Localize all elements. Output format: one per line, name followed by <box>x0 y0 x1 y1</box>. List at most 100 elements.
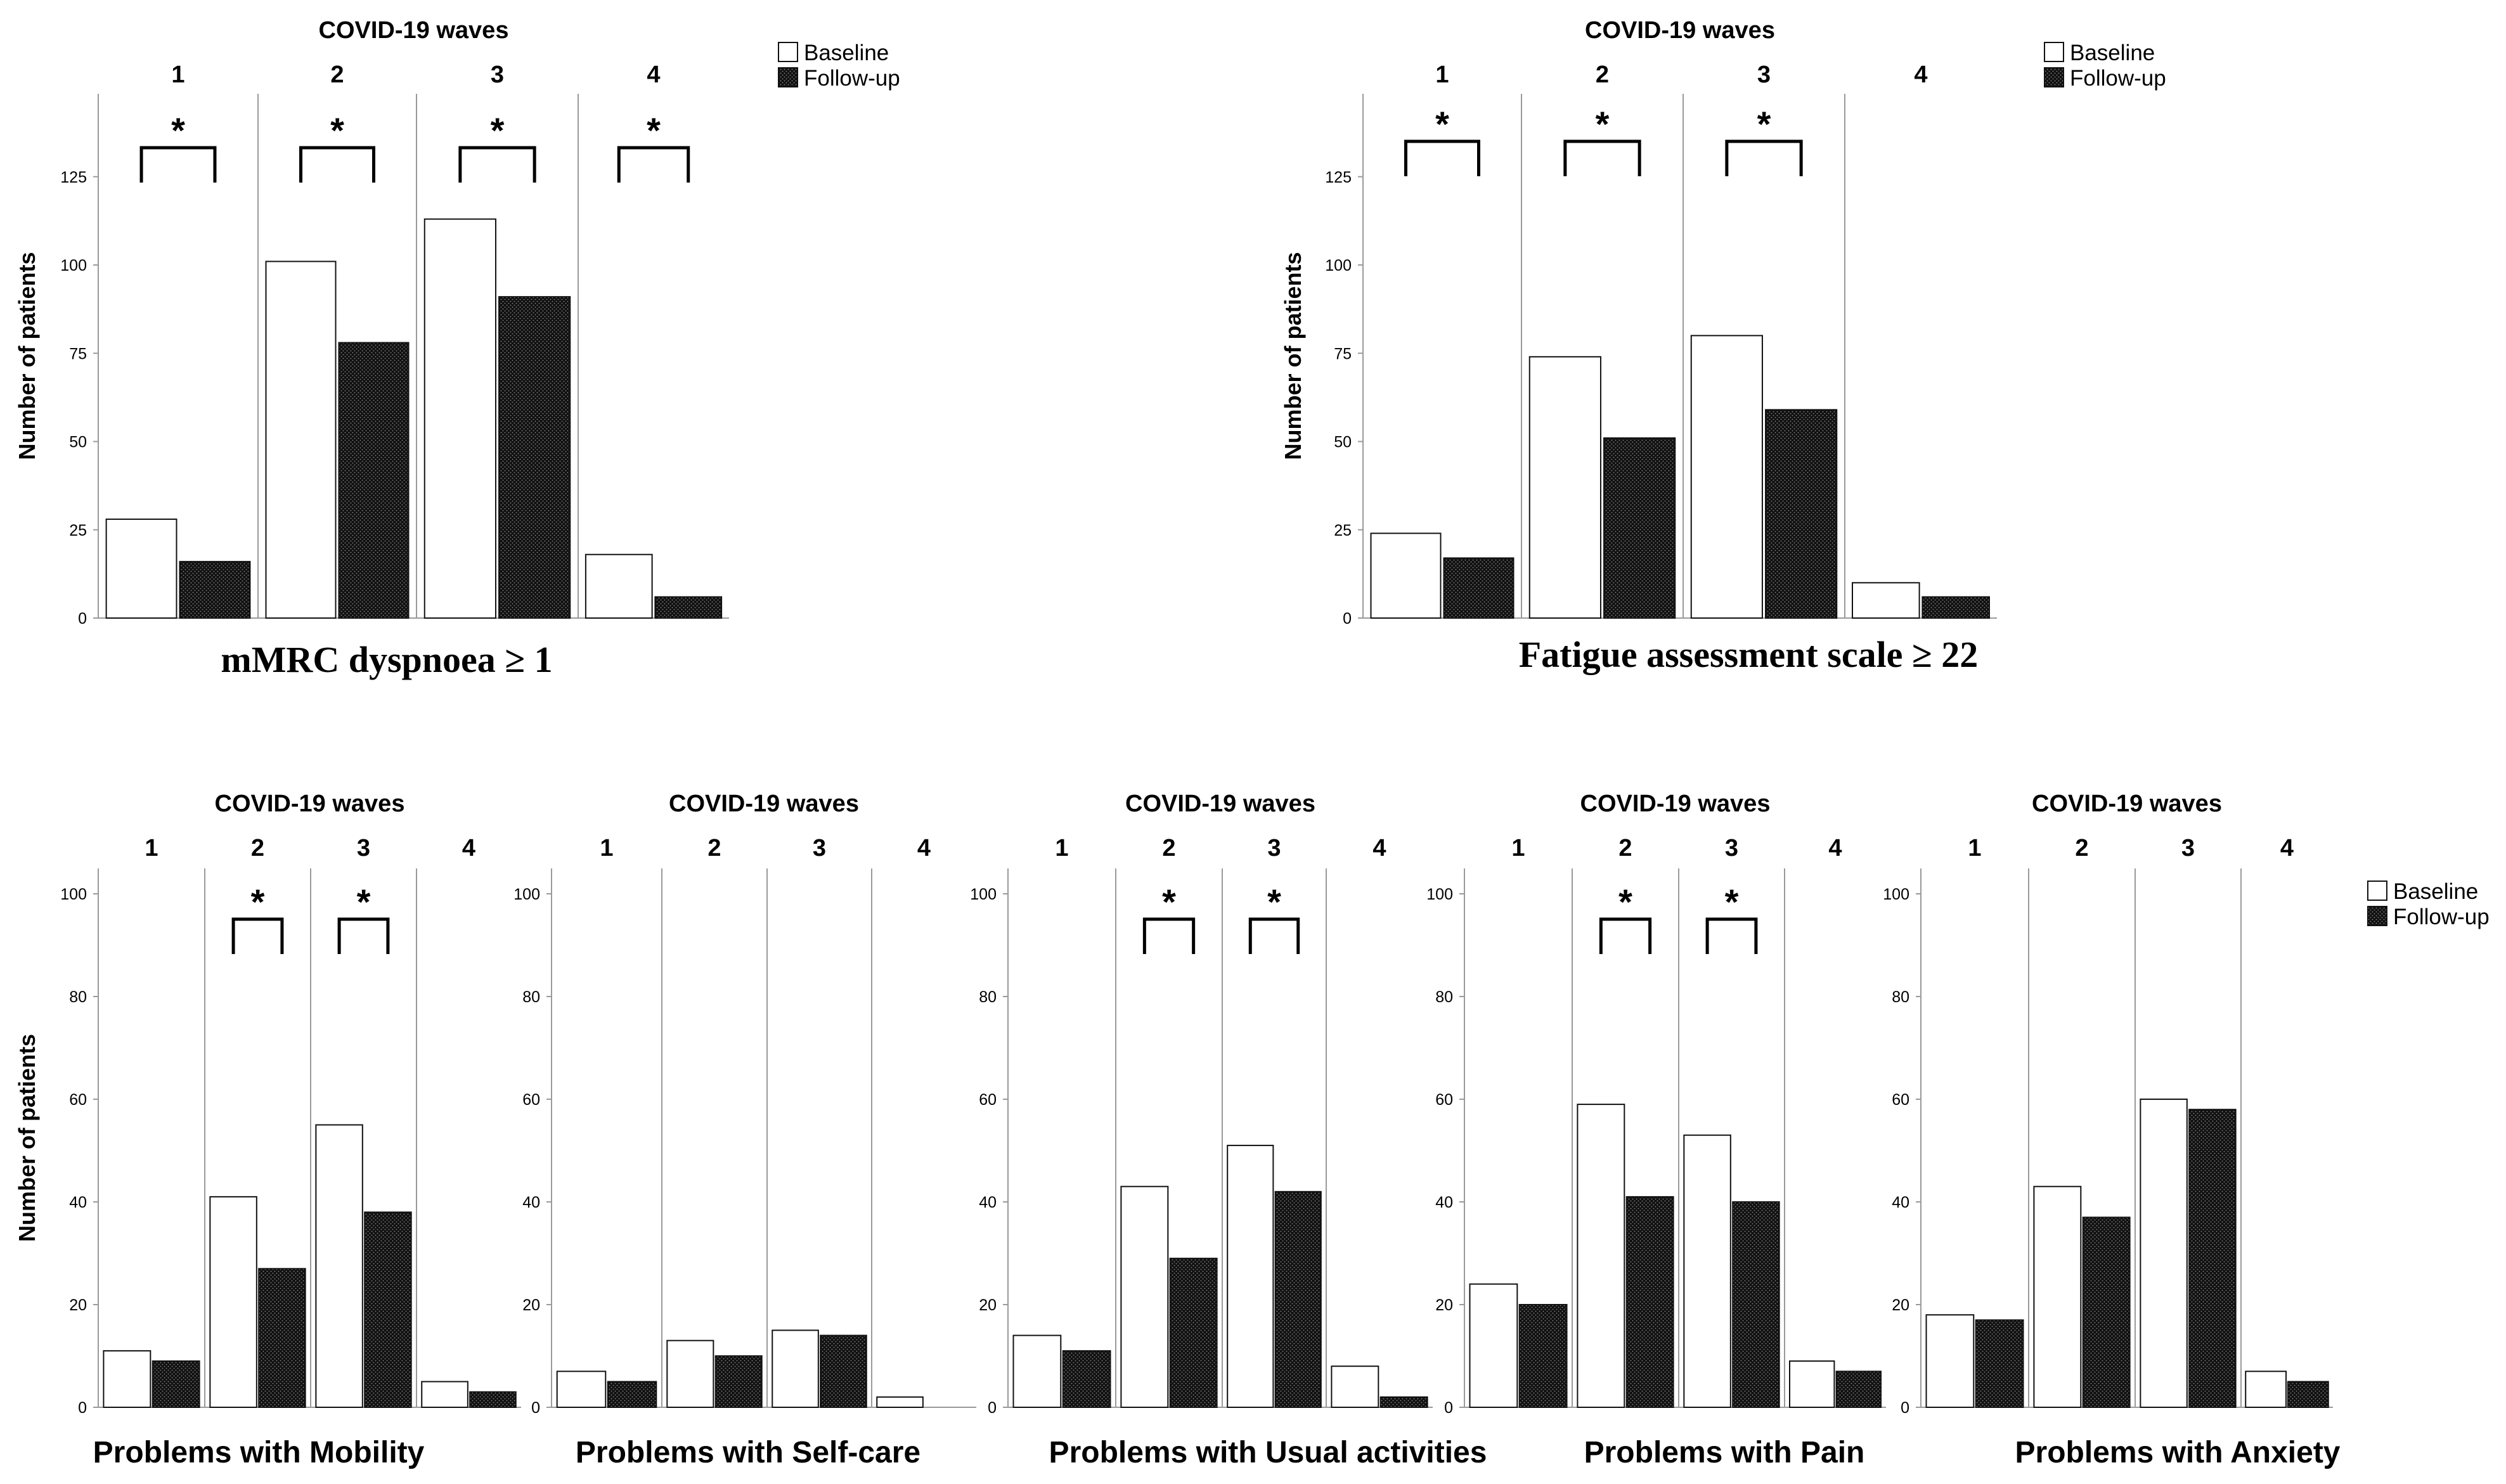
bar-baseline-wave-2 <box>2033 1185 2082 1408</box>
y-tick-label: 40 <box>69 1194 87 1211</box>
y-tick-label: 60 <box>1892 1091 1909 1109</box>
chart-title: Problems with Mobility <box>93 1436 425 1469</box>
significance-bracket <box>1248 917 1300 954</box>
bar-baseline-wave-4 <box>876 1396 924 1409</box>
chart-title: Problems with Pain <box>1584 1436 1865 1469</box>
wave-label-2: 2 <box>1618 835 1632 861</box>
bar-baseline-wave-1 <box>1370 532 1442 619</box>
bar-followup-wave-2 <box>2082 1216 2131 1409</box>
significance-bracket <box>139 146 217 183</box>
bar-baseline-wave-3 <box>772 1329 819 1408</box>
bar-baseline-wave-4 <box>2245 1371 2287 1409</box>
bar-followup-wave-3 <box>2188 1109 2237 1408</box>
wave-label-2: 2 <box>1596 61 1609 88</box>
bar-baseline-wave-4 <box>1852 582 1920 619</box>
bar-followup-wave-2 <box>1169 1258 1218 1408</box>
bar-baseline-wave-1 <box>1469 1283 1518 1408</box>
significance-bracket <box>1599 917 1652 954</box>
legend-swatch-followup <box>2367 906 2387 926</box>
chart-fatigue: COVID-19 waves 1 2 3 4 0 25 50 75 100 125 Number of… <box>1280 17 2166 675</box>
bar-followup-wave-4 <box>1921 596 1990 619</box>
wave-label-1: 1 <box>145 835 158 861</box>
legend-label-baseline: Baseline <box>2070 41 2155 65</box>
bar-followup-wave-1 <box>1443 557 1515 619</box>
bar-followup-wave-3 <box>1274 1190 1322 1409</box>
y-tick-label: 40 <box>1435 1194 1453 1211</box>
wave-label-4: 4 <box>1372 835 1386 861</box>
wave-label-2: 2 <box>1162 835 1175 861</box>
y-tick-label: 100 <box>60 886 87 903</box>
bar-baseline-wave-4 <box>1331 1365 1379 1408</box>
significance-star: * <box>1618 882 1632 922</box>
y-tick-label: 25 <box>69 522 87 539</box>
significance-star: * <box>357 882 371 922</box>
facet-header: COVID-19 waves <box>319 17 509 44</box>
wave-label-2: 2 <box>2075 835 2088 861</box>
significance-star: * <box>491 110 505 150</box>
significance-bracket <box>1725 139 1803 176</box>
bar-followup-wave-1 <box>1518 1304 1568 1408</box>
bar-baseline-wave-3 <box>2140 1099 2188 1408</box>
y-tick-label: 25 <box>1334 522 1352 539</box>
significance-bracket <box>1142 917 1196 954</box>
y-tick-label: 0 <box>1343 610 1352 628</box>
bar-followup-wave-2 <box>258 1268 306 1409</box>
bar-followup-wave-4 <box>2287 1381 2329 1408</box>
bar-baseline-wave-3 <box>1690 335 1763 619</box>
chart-title: Problems with Usual activities <box>1049 1436 1487 1469</box>
wave-label-1: 1 <box>1511 835 1525 861</box>
significance-bracket <box>337 917 390 954</box>
facet-header: COVID-19 waves <box>1585 17 1775 44</box>
y-tick-label: 60 <box>1435 1091 1453 1109</box>
y-tick-label: 0 <box>1901 1399 1909 1417</box>
legend-label-followup: Follow-up <box>2070 66 2166 91</box>
y-tick-label: 75 <box>1334 345 1352 363</box>
y-tick-label: 50 <box>69 434 87 451</box>
y-tick-label: 100 <box>970 886 997 903</box>
bar-followup-wave-3 <box>364 1211 412 1408</box>
wave-label-1: 1 <box>600 835 613 861</box>
wave-label-4: 4 <box>917 835 931 861</box>
significance-star: * <box>1267 882 1281 922</box>
significance-bracket <box>231 917 284 954</box>
legend-swatch-baseline <box>2044 42 2064 62</box>
wave-label-3: 3 <box>1757 61 1771 88</box>
bar-baseline-wave-3 <box>423 218 496 619</box>
wave-label-4: 4 <box>462 835 475 861</box>
facet-header: COVID-19 waves <box>1580 790 1771 817</box>
wave-label-3: 3 <box>1267 835 1281 861</box>
bar-followup-wave-4 <box>1835 1371 1882 1409</box>
bar-baseline-wave-2 <box>666 1339 714 1408</box>
y-tick-label: 40 <box>979 1194 997 1211</box>
bar-followup-wave-3 <box>820 1334 867 1409</box>
bar-baseline-wave-2 <box>265 261 337 619</box>
bar-baseline-wave-4 <box>1789 1360 1835 1409</box>
legend-swatch-followup <box>2044 67 2064 87</box>
bar-followup-wave-2 <box>1603 437 1676 619</box>
y-tick-label: 80 <box>522 988 540 1006</box>
bar-baseline-wave-2 <box>1528 356 1601 619</box>
wave-label-2: 2 <box>707 835 721 861</box>
bar-followup-wave-4 <box>469 1391 517 1408</box>
bar-baseline-wave-2 <box>209 1196 257 1409</box>
wave-label-1: 1 <box>171 61 184 88</box>
y-tick-label: 80 <box>979 988 997 1006</box>
facet-header: COVID-19 waves <box>2032 790 2222 817</box>
bar-followup-wave-1 <box>607 1381 657 1408</box>
wave-label-3: 3 <box>491 61 504 88</box>
y-tick-label: 100 <box>60 257 87 274</box>
significance-star: * <box>171 110 185 150</box>
y-tick-label: 0 <box>78 1399 87 1417</box>
bar-followup-wave-4 <box>654 596 723 619</box>
y-tick-label: 60 <box>69 1091 87 1109</box>
legend-swatch-followup <box>778 67 798 87</box>
significance-star: * <box>1435 104 1449 144</box>
wave-label-1: 1 <box>1968 835 1981 861</box>
wave-label-3: 3 <box>357 835 370 861</box>
bar-followup-wave-2 <box>338 342 410 619</box>
